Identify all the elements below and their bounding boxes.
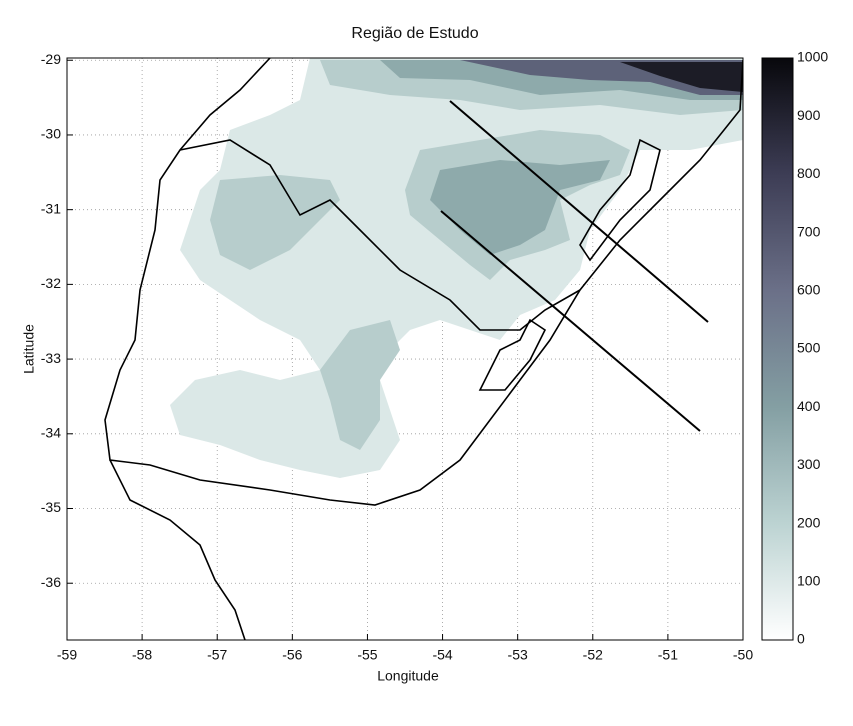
contour-900 xyxy=(620,62,743,92)
y-tick-label: -30 xyxy=(41,126,61,142)
y-tick-label: -31 xyxy=(41,200,61,216)
coastline-south xyxy=(109,459,246,640)
contour-300 xyxy=(380,60,743,255)
x-tick-label: -56 xyxy=(282,647,302,663)
colorbar-tick-label: 600 xyxy=(797,282,821,298)
colorbar-tick-label: 1000 xyxy=(797,49,828,65)
y-tick-label: -33 xyxy=(41,350,61,366)
colorbar xyxy=(761,57,794,641)
lagoons xyxy=(478,138,661,391)
x-tick-label: -52 xyxy=(583,647,603,663)
colorbar-tick-label: 700 xyxy=(797,223,821,239)
border xyxy=(179,139,581,331)
x-tick-label: -51 xyxy=(658,647,678,663)
y-tick-label: -35 xyxy=(41,499,61,515)
map-title: Região de Estudo xyxy=(351,25,478,42)
transect xyxy=(440,210,701,432)
coastline xyxy=(104,58,743,506)
x-tick-label: -54 xyxy=(432,647,452,663)
contour-200 xyxy=(210,60,743,450)
field xyxy=(104,58,743,640)
y-tick-label: -32 xyxy=(41,275,61,291)
colorbar-tick-label: 0 xyxy=(797,631,805,647)
colorbar-tick-label: 400 xyxy=(797,398,821,414)
transect xyxy=(449,100,709,323)
colorbar-tick-label: 500 xyxy=(797,340,821,356)
x-tick-label: -59 xyxy=(57,647,77,663)
x-tick-label: -55 xyxy=(357,647,377,663)
y-tick-label: -34 xyxy=(41,425,61,441)
x-axis-label: Longitude xyxy=(377,668,439,684)
colorbar-tick-label: 900 xyxy=(797,107,821,123)
y-axis-label: Latitude xyxy=(21,324,37,374)
y-tick-label: -29 xyxy=(41,51,61,67)
colorbar-tick-label: 100 xyxy=(797,573,821,589)
x-tick-label: -53 xyxy=(508,647,528,663)
colorbar-tick-label: 200 xyxy=(797,514,821,530)
x-tick-label: -57 xyxy=(207,647,227,663)
ticks: -59 -58 -57 -56 -55 -54 -53 -52 -51 -50 -36 -35 -34 -… xyxy=(41,49,829,663)
x-tick-label: -58 xyxy=(132,647,152,663)
y-tick-label: -36 xyxy=(41,574,61,590)
colorbar-tick-label: 300 xyxy=(797,456,821,472)
x-tick-label: -50 xyxy=(733,647,753,663)
plot-frame xyxy=(66,57,744,641)
colorbar-tick-label: 800 xyxy=(797,165,821,181)
